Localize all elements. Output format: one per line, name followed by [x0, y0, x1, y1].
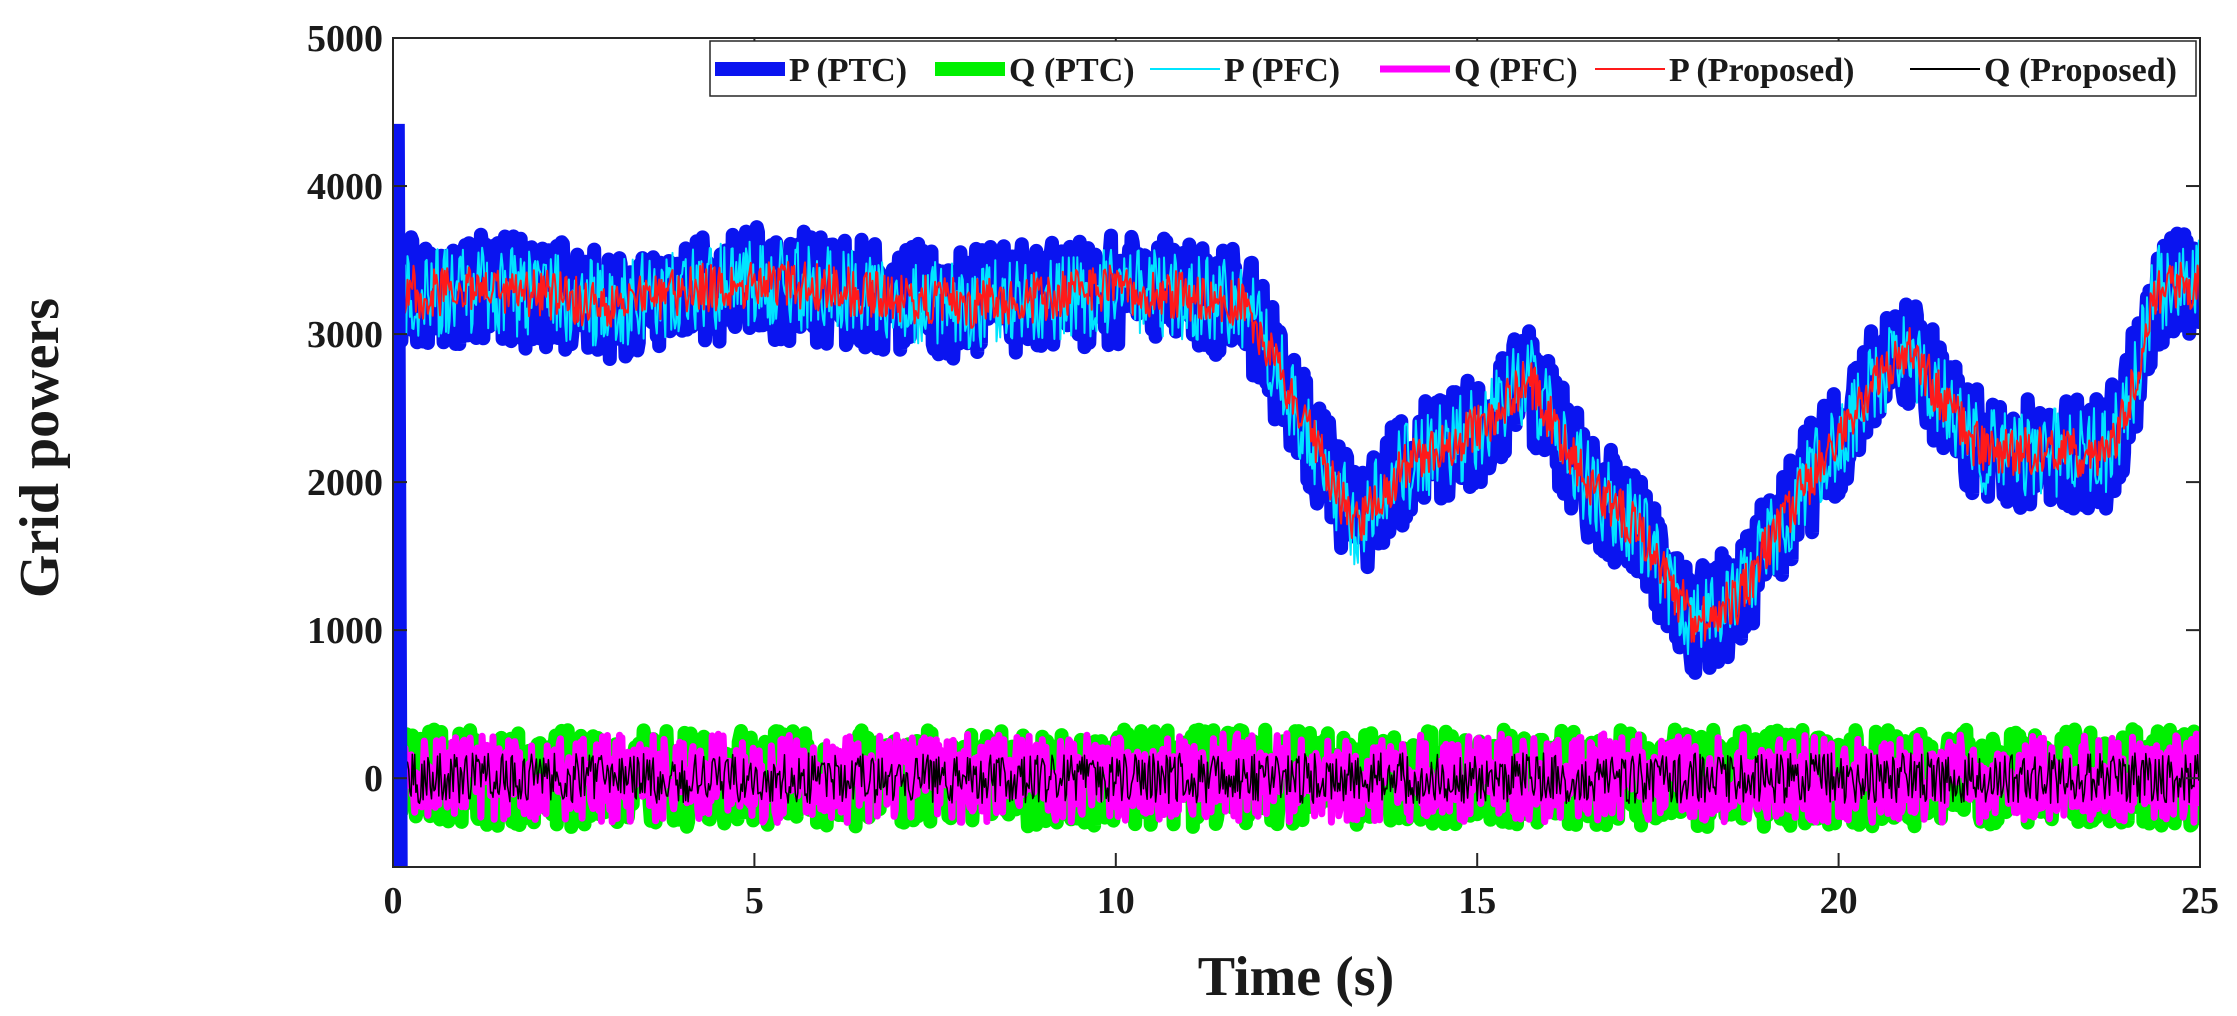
y-axis-label: Grid powers: [9, 298, 71, 598]
legend-entry-label: Q (Proposed): [1984, 52, 2177, 89]
x-tick-label: 15: [1458, 880, 1496, 922]
y-tick-label: 0: [364, 758, 383, 800]
y-tick-label: 4000: [307, 166, 383, 208]
y-tick-label: 5000: [307, 18, 383, 60]
series-layer: [393, 123, 2200, 867]
series-q-proposed: [393, 752, 2200, 805]
x-axis-label: Time (s): [1198, 946, 1395, 1008]
plot-frame: [392, 37, 2201, 868]
legend: P (PTC) Q (PTC) P (PFC) Q (PFC) P (Proposed)…: [709, 40, 2197, 97]
y-tick-label: 3000: [307, 314, 383, 356]
axes: 0 5 10 15 20 25 0 1000 2000 3000 4000 5000: [307, 18, 2219, 922]
legend-entry-label: P (PTC): [789, 52, 907, 89]
x-tick-label: 5: [745, 880, 764, 922]
legend-entry-label: Q (PTC): [1009, 52, 1135, 89]
legend-entry-label: P (PFC): [1224, 52, 1340, 89]
x-tick-label: 20: [1820, 880, 1858, 922]
series-p-proposed: [393, 261, 2200, 643]
y-tick-label: 1000: [307, 610, 383, 652]
x-tick-label: 10: [1097, 880, 1135, 922]
x-tick-label: 25: [2181, 880, 2219, 922]
legend-entry-label: P (Proposed): [1669, 52, 1854, 89]
legend-entry-label: Q (PFC): [1454, 52, 1578, 89]
x-tick-label: 0: [384, 880, 403, 922]
y-tick-label: 2000: [307, 462, 383, 504]
startup-spike: [393, 123, 408, 867]
